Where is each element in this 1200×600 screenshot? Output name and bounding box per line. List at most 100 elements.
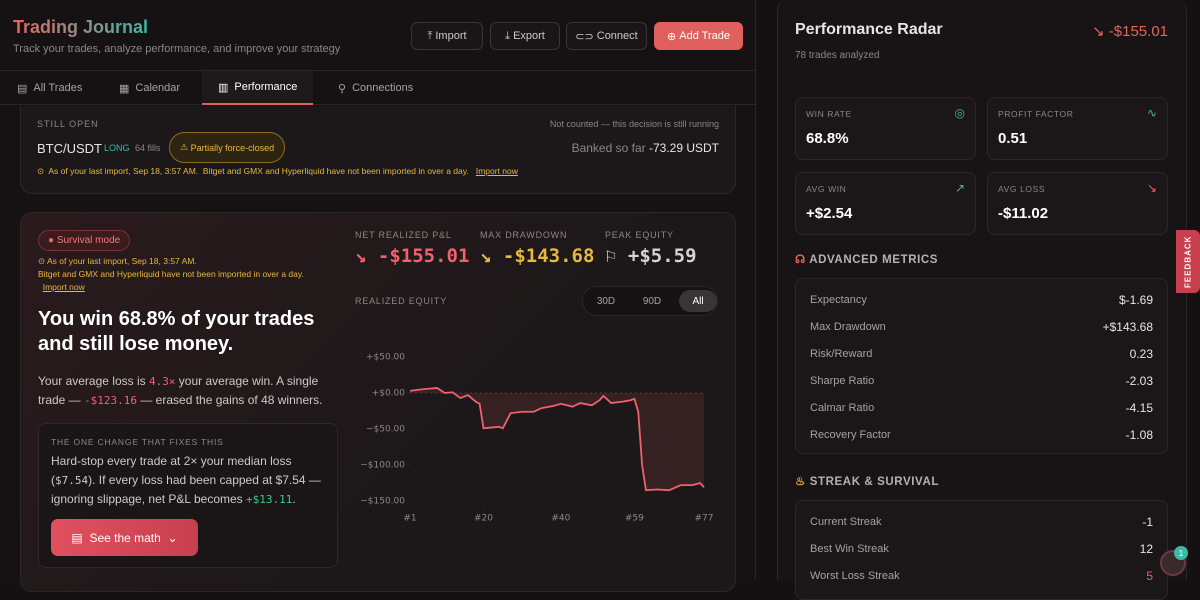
see-math-button[interactable]: ▤ See the math ⌄ [51,519,198,556]
text-segment: -$123.16 [84,394,138,407]
tab[interactable]: ▥ Performance [202,71,314,105]
tab[interactable]: ⚲ Connections [338,82,414,95]
equity-area [410,387,704,491]
label: Add Trade [679,30,731,42]
metric-value: $-1.69 [1118,292,1153,307]
main-panel: Trading Journal Track your trades, analy… [0,0,756,592]
stat-value: ↘ -$155.01 [355,245,470,267]
label: Survival mode [56,235,121,246]
stat-value: ↘ -$143.68 [480,245,595,267]
text-segment: $7.54 [55,474,89,487]
label: ADVANCED METRICS [809,254,939,266]
still-open-card: STILL OPEN Not counted — this decision i… [20,106,736,194]
label: STILL OPEN [37,119,99,129]
add-trade-button[interactable]: ⊕ Add Trade [654,22,743,50]
body: Your average loss is 4.3× your average w… [38,372,343,410]
section-title: ☊ ADVANCED METRICS [795,254,939,266]
note: Not counted — this decision is still run… [549,119,719,129]
metric-name: Sharpe Ratio [810,374,875,387]
warning: ⊙ As of your last import, Sep 18, 3:57 A… [37,166,518,176]
metric-icon: ↗ [954,181,965,195]
metric-card: AVG LOSS ↘ -$11.02 [987,172,1168,235]
feedback-tab[interactable]: FEEDBACK [1176,230,1200,293]
text-segment: . [292,492,296,506]
import-link[interactable]: Import now [475,166,518,176]
metric-row: Max Drawdown +$143.68 [796,313,1167,340]
x-tick-label: #20 [474,514,493,524]
metric-value: -$11.02 [998,205,1049,222]
import-button[interactable]: ⤒ Import [411,22,483,50]
metric-name: Recovery Factor [810,428,891,441]
metric-name: Current Streak [810,515,882,528]
range-button[interactable]: 90D [642,295,662,307]
export-button[interactable]: ⤓ Export [490,22,560,50]
value: -$155.01 [1108,23,1168,40]
banked: Banked so far -73.29 USDT [572,141,719,155]
stat-label: NET REALIZED P&L [355,230,452,240]
survival-badge: ● Survival mode [38,230,131,251]
chart-title: REALIZED EQUITY [355,296,448,306]
headline: You win 68.8% of your trades and still l… [38,308,315,355]
label: Partially force-closed [190,142,275,153]
metric-value: 12 [1139,541,1153,556]
fills: 64 fills [135,143,161,153]
metric-value: -2.03 [1125,373,1153,388]
label: Calendar [135,82,181,94]
range-button[interactable]: 30D [596,295,616,307]
stat-label: MAX DRAWDOWN [480,230,568,240]
label: STREAK & SURVIVAL [809,476,939,488]
range-button[interactable]: All [679,290,717,312]
tab[interactable]: ▤ All Trades [17,82,83,95]
metric-icon: ↘ [1146,181,1157,195]
radar-total: ↘ -$155.01 [1092,23,1168,40]
fix-text: Hard-stop every trade at 2× your median … [51,452,331,509]
advanced-metrics: Expectancy $-1.69 Max Drawdown +$143.68 Risk… [795,278,1168,454]
label: All Trades [33,82,83,94]
y-tick-label: −$50.00 [366,425,405,435]
metric-value: 0.51 [998,130,1028,147]
metric-label: PROFIT FACTOR [998,109,1074,119]
value: -73.29 USDT [648,141,719,155]
metric-value: +$2.54 [806,205,853,222]
value: -$155.01 [377,245,470,267]
metric-value: +$143.68 [1102,319,1153,334]
metric-label: AVG WIN [806,184,847,194]
radar-subtitle: 78 trades analyzed [795,50,880,61]
metric-label: AVG LOSS [998,184,1046,194]
y-tick-label: −$150.00 [360,497,405,507]
metric-name: Best Win Streak [810,542,889,555]
metric-card: WIN RATE ◎ 68.8% [795,97,976,160]
metric-label: WIN RATE [806,109,852,119]
tab[interactable]: ▦ Calendar [119,82,181,95]
equity-line [409,387,705,492]
metric-name: Worst Loss Streak [810,569,900,582]
metric-card: AVG WIN ↗ +$2.54 [795,172,976,235]
x-tick-label: #40 [551,514,570,524]
metric-value: 0.23 [1129,346,1153,361]
text-segment: +$13.11 [246,493,293,506]
text-segment: ). If every loss had been capped at $7.5… [51,473,321,506]
metric-row: Recovery Factor -1.08 [796,421,1167,448]
pair: BTC/USDT [37,141,102,156]
label: Connections [352,82,414,94]
metric-icon: ◎ [954,106,965,120]
import-link[interactable]: Import now [42,282,85,292]
y-tick-label: +$0.00 [372,389,406,399]
connect-button[interactable]: ⊂⊃ Connect [566,22,647,50]
metric-icon: ∿ [1146,106,1157,120]
warning: ⊙ As of your last import, Sep 18, 3:57 A… [38,256,304,292]
metric-value: -4.15 [1125,400,1153,415]
metric-name: Risk/Reward [810,347,873,360]
text: As of your last import, Sep 18, 3:57 AM. [47,256,197,266]
metric-name: Max Drawdown [810,320,886,333]
metric-card: PROFIT FACTOR ∿ 0.51 [987,97,1168,160]
label: Connect [596,30,638,42]
metric-row: Expectancy $-1.69 [796,286,1167,313]
notification-badge: 1 [1174,546,1188,560]
stat-label: PEAK EQUITY [605,230,674,240]
label: THE ONE CHANGE THAT FIXES THIS [51,437,224,447]
text-segment: Your average loss is [38,374,149,388]
metric-row: Risk/Reward 0.23 [796,340,1167,367]
text-segment: 4.3× [148,375,176,388]
